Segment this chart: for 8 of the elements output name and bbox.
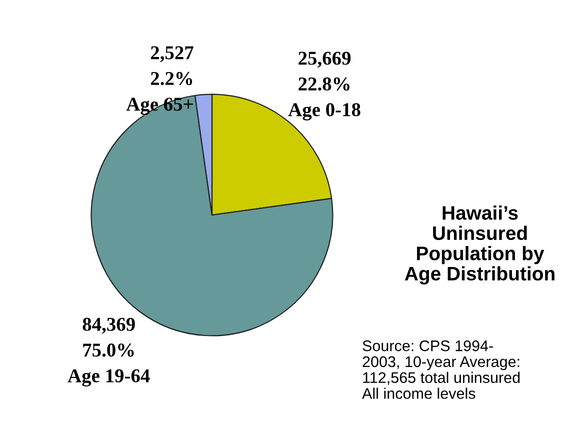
data-label: 84,369 75.0% [82,318,135,357]
slice-label: Age 0-18 [288,103,360,120]
slice-label: Age 19-64 [68,369,150,386]
source-note: Source: CPS 1994- 2003, 10-year Average: 112,565 total uninsured All income levels [362,340,520,399]
data-label: 2,527 2.2% [150,46,194,86]
slice-label: Age 65+ [126,98,193,115]
data-label: 25,669 22.8% [298,52,351,91]
text: Hawaii’s Uninsured Population by Age Distribution [404,206,554,284]
